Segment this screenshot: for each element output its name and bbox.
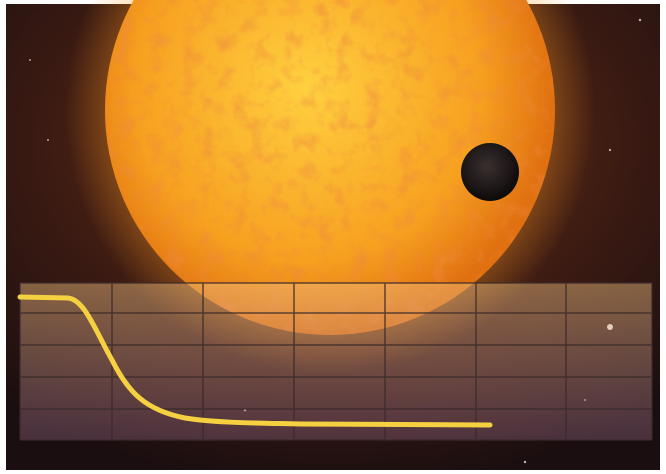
star-point	[638, 18, 642, 22]
star-point	[608, 148, 612, 152]
star-point	[29, 59, 31, 61]
light-curve-panel	[20, 283, 652, 440]
planet	[461, 143, 519, 201]
star-point	[523, 460, 527, 464]
panel-grid	[19, 282, 653, 441]
star-point	[47, 139, 49, 141]
light-curve	[17, 294, 493, 428]
